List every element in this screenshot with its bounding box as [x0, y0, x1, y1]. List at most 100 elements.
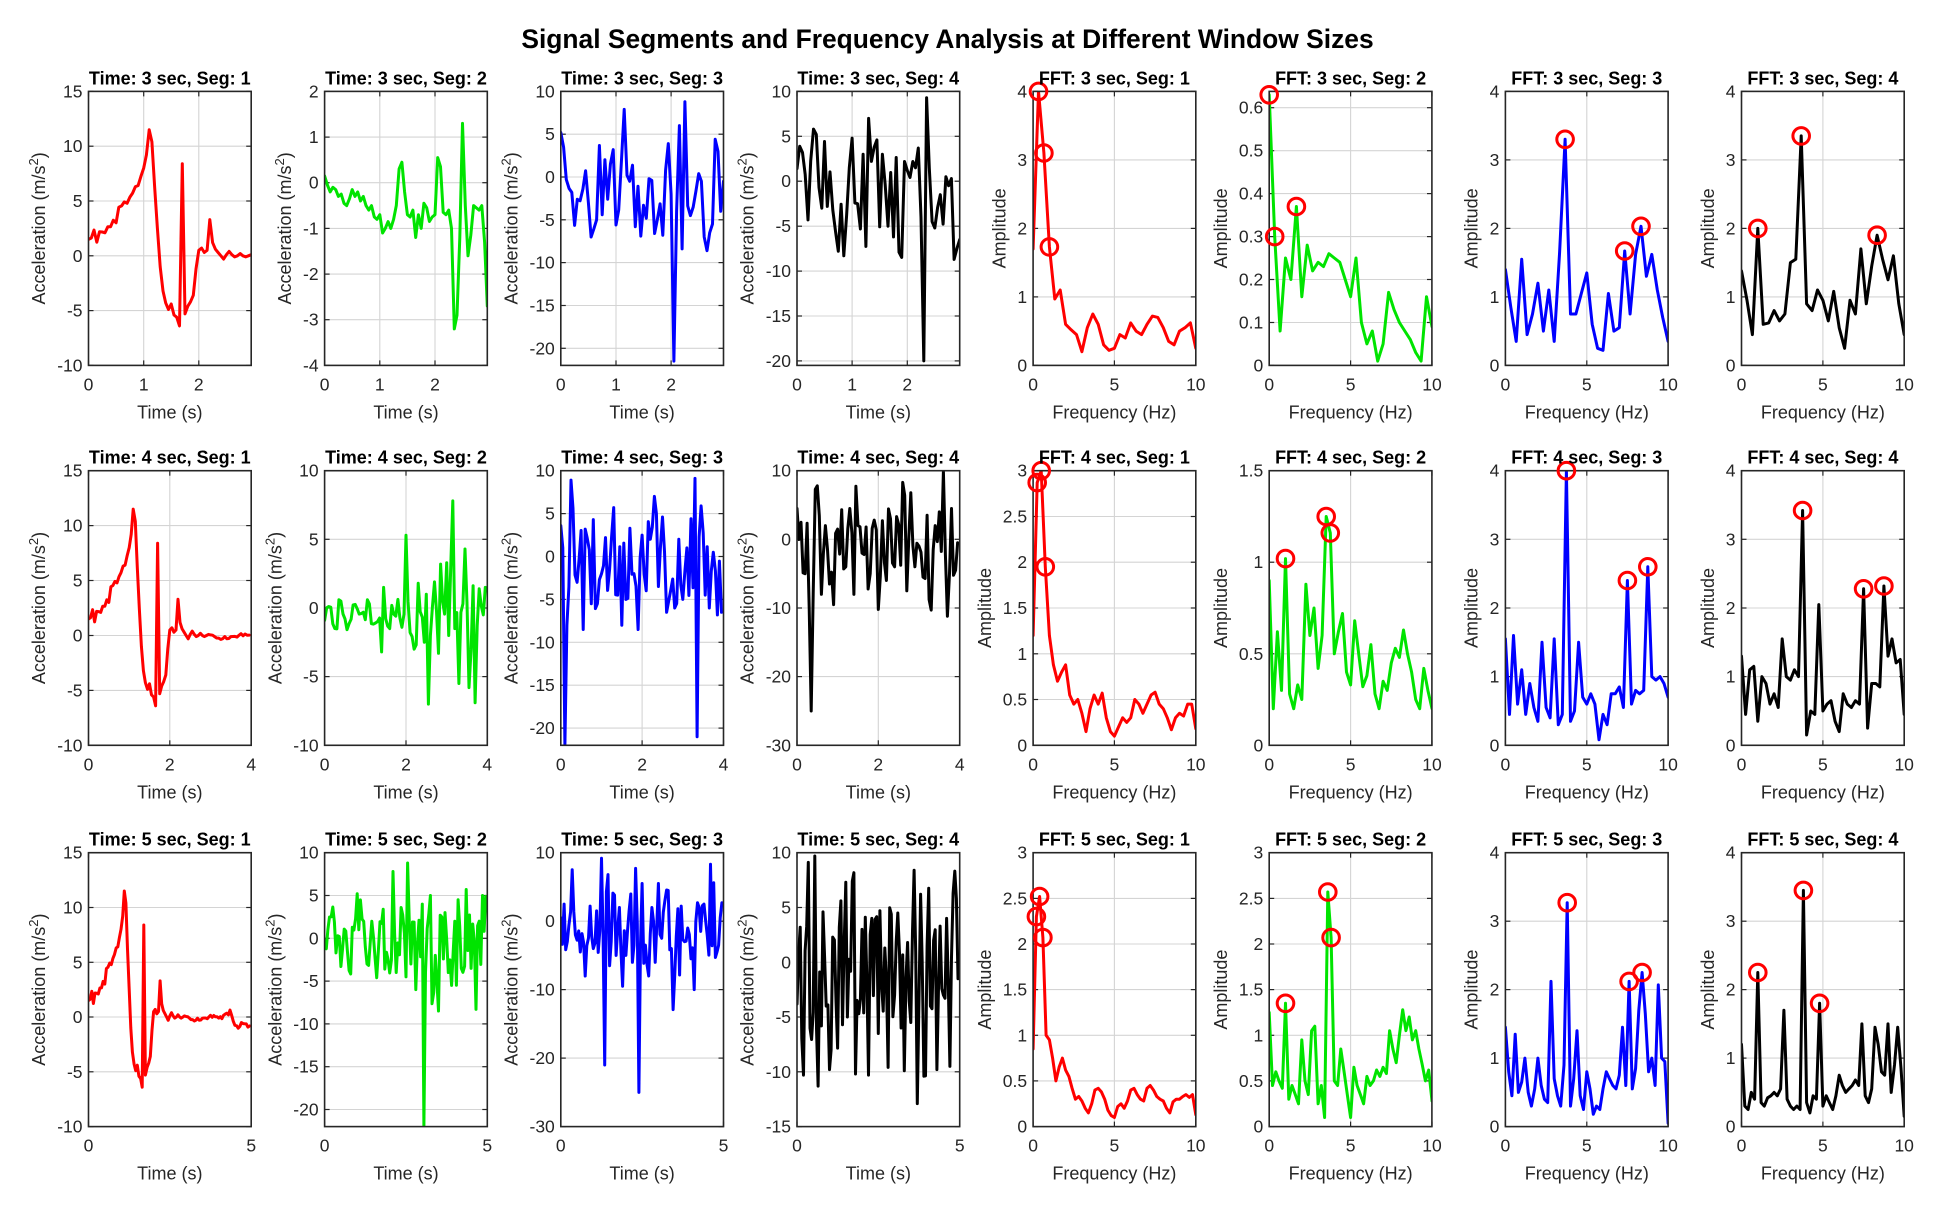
- svg-text:1: 1: [1017, 644, 1027, 664]
- svg-text:5: 5: [545, 504, 555, 524]
- svg-text:4: 4: [1490, 461, 1500, 481]
- svg-text:Frequency (Hz): Frequency (Hz): [1525, 782, 1649, 802]
- svg-text:2: 2: [1726, 218, 1736, 238]
- svg-text:0: 0: [1253, 735, 1263, 755]
- svg-text:-20: -20: [530, 1048, 556, 1068]
- svg-text:-20: -20: [530, 338, 556, 358]
- svg-text:5: 5: [1582, 374, 1592, 394]
- svg-text:FFT: 5 sec, Seg: 4: FFT: 5 sec, Seg: 4: [1747, 830, 1898, 850]
- svg-text:0: 0: [84, 754, 94, 774]
- svg-text:1: 1: [139, 374, 149, 394]
- svg-text:Time: 4 sec, Seg: 1: Time: 4 sec, Seg: 1: [89, 448, 251, 468]
- svg-text:-5: -5: [67, 1062, 83, 1082]
- svg-text:0: 0: [1737, 374, 1747, 394]
- svg-text:15: 15: [63, 81, 82, 101]
- svg-text:2: 2: [1017, 934, 1027, 954]
- svg-text:0: 0: [781, 171, 791, 191]
- svg-text:0: 0: [545, 547, 555, 567]
- svg-text:0: 0: [792, 754, 802, 774]
- svg-text:0: 0: [1737, 754, 1747, 774]
- svg-text:Amplitude: Amplitude: [1698, 950, 1718, 1030]
- svg-text:-10: -10: [57, 355, 83, 375]
- svg-text:10: 10: [1186, 754, 1206, 774]
- svg-text:-15: -15: [766, 1117, 791, 1137]
- svg-text:0.4: 0.4: [1239, 184, 1264, 204]
- svg-text:0: 0: [1017, 1117, 1027, 1137]
- svg-text:Frequency (Hz): Frequency (Hz): [1052, 1164, 1176, 1184]
- svg-text:0: 0: [1017, 735, 1027, 755]
- svg-text:Acceleration (m/s2): Acceleration (m/s2): [499, 913, 522, 1065]
- svg-text:Acceleration (m/s2): Acceleration (m/s2): [735, 913, 758, 1065]
- svg-text:Frequency (Hz): Frequency (Hz): [1761, 782, 1885, 802]
- svg-text:Amplitude: Amplitude: [1462, 950, 1482, 1030]
- svg-text:-10: -10: [57, 1117, 83, 1137]
- svg-text:Time: 3 sec, Seg: 1: Time: 3 sec, Seg: 1: [89, 68, 251, 88]
- svg-text:0: 0: [1017, 355, 1027, 375]
- svg-text:1: 1: [1253, 1025, 1263, 1045]
- svg-text:2: 2: [666, 374, 676, 394]
- svg-text:5: 5: [955, 1136, 965, 1156]
- svg-text:Time (s): Time (s): [137, 782, 202, 802]
- svg-text:Acceleration (m/s2): Acceleration (m/s2): [262, 913, 285, 1065]
- svg-text:0: 0: [1726, 1117, 1736, 1137]
- svg-text:10: 10: [1894, 1136, 1914, 1156]
- svg-text:Time (s): Time (s): [846, 402, 911, 422]
- svg-text:-10: -10: [293, 1014, 319, 1034]
- svg-text:Signal Segments and Frequency: Signal Segments and Frequency Analysis a…: [521, 24, 1373, 54]
- svg-text:FFT: 3 sec, Seg: 3: FFT: 3 sec, Seg: 3: [1511, 68, 1662, 88]
- svg-text:FFT: 3 sec, Seg: 4: FFT: 3 sec, Seg: 4: [1747, 68, 1898, 88]
- svg-text:1.5: 1.5: [1239, 461, 1263, 481]
- svg-text:0: 0: [1264, 1136, 1274, 1156]
- svg-text:-5: -5: [775, 1007, 791, 1027]
- svg-text:0: 0: [1490, 355, 1500, 375]
- svg-text:5: 5: [1110, 1136, 1120, 1156]
- svg-text:-20: -20: [766, 351, 792, 371]
- svg-text:2: 2: [902, 374, 912, 394]
- svg-text:4: 4: [1490, 843, 1500, 863]
- svg-text:1: 1: [309, 127, 319, 147]
- svg-text:10: 10: [63, 516, 83, 536]
- svg-text:-2: -2: [303, 264, 319, 284]
- svg-text:Frequency (Hz): Frequency (Hz): [1761, 1164, 1885, 1184]
- svg-text:-5: -5: [67, 680, 83, 700]
- svg-text:FFT: 5 sec, Seg: 3: FFT: 5 sec, Seg: 3: [1511, 830, 1662, 850]
- svg-text:-10: -10: [766, 1062, 792, 1082]
- svg-text:2: 2: [1490, 980, 1500, 1000]
- svg-text:5: 5: [1582, 1136, 1592, 1156]
- svg-text:FFT: 4 sec, Seg: 4: FFT: 4 sec, Seg: 4: [1747, 448, 1898, 468]
- svg-text:4: 4: [482, 754, 492, 774]
- svg-text:Time: 4 sec, Seg: 3: Time: 4 sec, Seg: 3: [561, 448, 723, 468]
- svg-text:Amplitude: Amplitude: [975, 568, 995, 648]
- svg-text:Frequency (Hz): Frequency (Hz): [1761, 402, 1885, 422]
- svg-text:5: 5: [1346, 754, 1356, 774]
- svg-text:0: 0: [73, 246, 83, 266]
- svg-text:Amplitude: Amplitude: [1211, 950, 1231, 1030]
- svg-text:2.5: 2.5: [1239, 888, 1263, 908]
- svg-text:-20: -20: [766, 667, 792, 687]
- svg-text:Acceleration (m/s2): Acceleration (m/s2): [735, 152, 758, 304]
- svg-text:5: 5: [1110, 754, 1120, 774]
- svg-text:3: 3: [1726, 529, 1736, 549]
- svg-text:0: 0: [309, 598, 319, 618]
- svg-text:1: 1: [1017, 287, 1027, 307]
- svg-text:10: 10: [299, 461, 319, 481]
- svg-text:5: 5: [1582, 754, 1592, 774]
- svg-text:Frequency (Hz): Frequency (Hz): [1052, 402, 1176, 422]
- svg-text:1: 1: [1490, 287, 1500, 307]
- svg-text:1: 1: [611, 374, 621, 394]
- svg-text:3: 3: [1726, 911, 1736, 931]
- svg-text:4: 4: [1726, 81, 1736, 101]
- svg-text:10: 10: [1658, 374, 1678, 394]
- svg-text:Amplitude: Amplitude: [1211, 568, 1231, 648]
- svg-text:Acceleration (m/s2): Acceleration (m/s2): [26, 532, 49, 684]
- svg-text:Amplitude: Amplitude: [975, 950, 995, 1030]
- svg-text:0.5: 0.5: [1239, 644, 1263, 664]
- svg-text:0: 0: [1264, 754, 1274, 774]
- svg-text:0: 0: [1253, 1117, 1263, 1137]
- svg-text:15: 15: [63, 461, 82, 481]
- svg-text:Amplitude: Amplitude: [1211, 188, 1231, 268]
- svg-text:Time (s): Time (s): [609, 782, 674, 802]
- svg-text:4: 4: [1017, 81, 1027, 101]
- svg-text:0: 0: [1490, 1117, 1500, 1137]
- svg-text:0.1: 0.1: [1239, 313, 1263, 333]
